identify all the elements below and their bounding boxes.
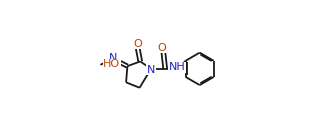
Text: O: O: [133, 39, 142, 49]
Text: NH: NH: [169, 63, 186, 72]
Text: N: N: [109, 53, 117, 63]
Text: O: O: [158, 43, 166, 53]
Text: N: N: [147, 65, 155, 75]
Text: HO: HO: [103, 59, 120, 69]
